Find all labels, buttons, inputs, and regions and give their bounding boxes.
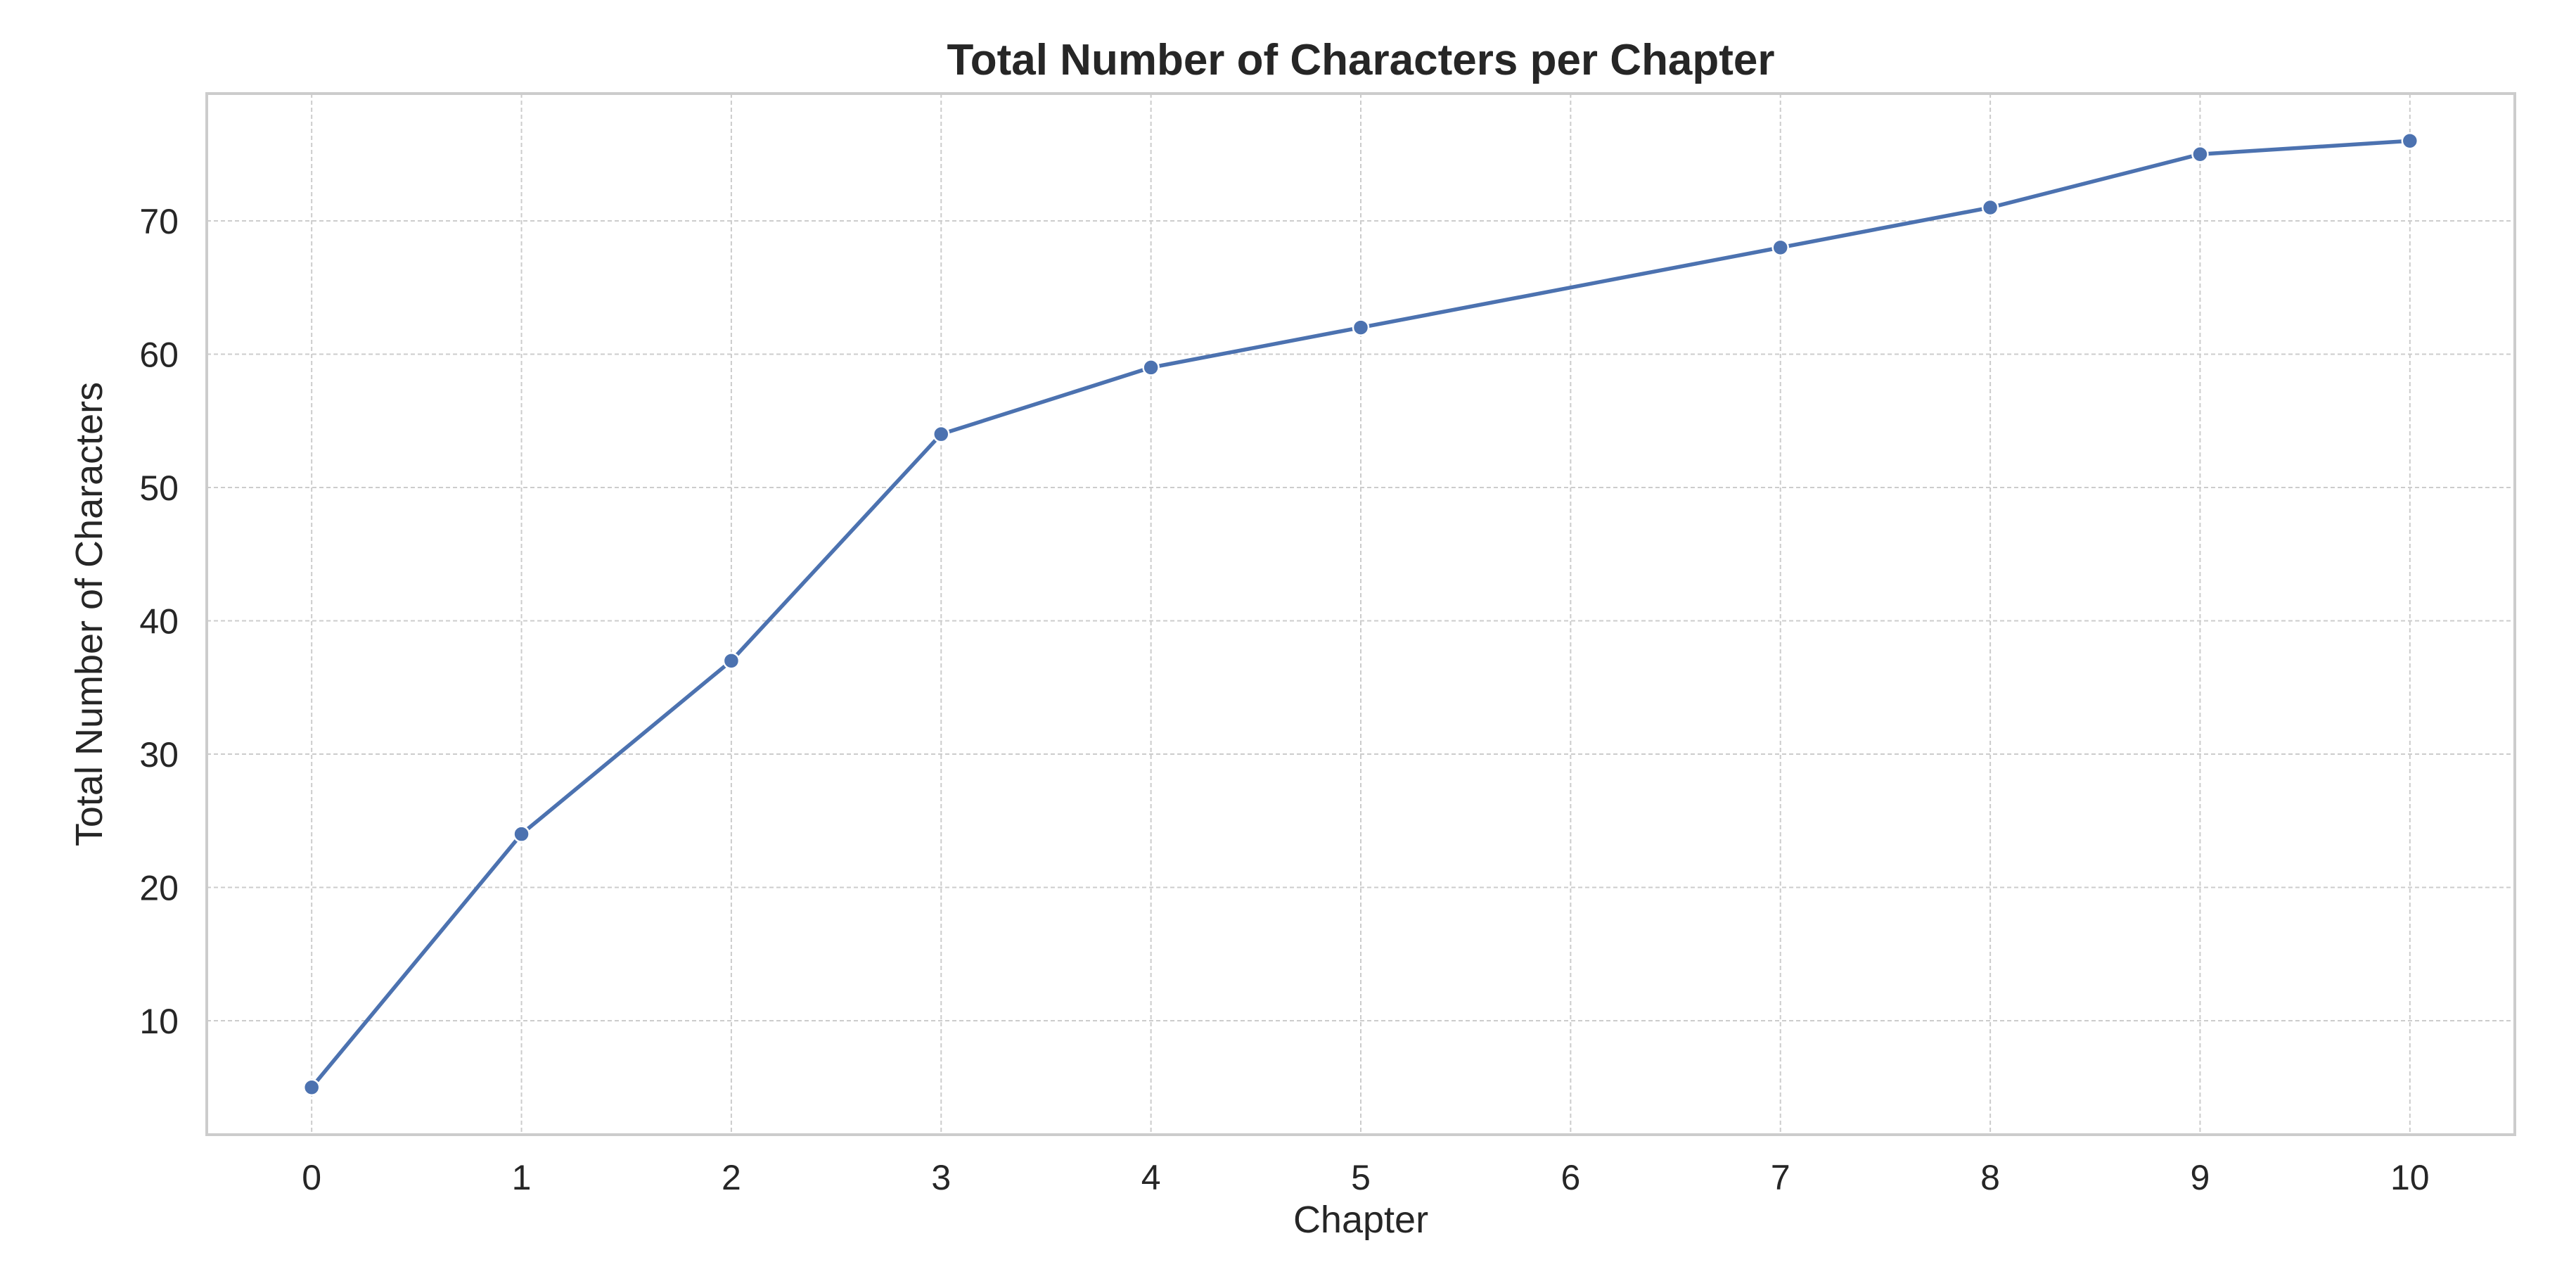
series-layer	[302, 132, 2419, 1096]
grid-lines	[207, 94, 2515, 1135]
x-tick-label: 0	[302, 1158, 321, 1197]
x-tick-label: 9	[2191, 1158, 2210, 1197]
data-point	[1771, 238, 1789, 257]
y-axis-label: Total Number of Characters	[68, 382, 110, 846]
series-line	[309, 139, 2412, 1090]
y-tick-label: 70	[139, 202, 179, 241]
y-tick-label: 60	[139, 335, 179, 374]
x-tick-label: 7	[1771, 1158, 1790, 1197]
plot-frame	[205, 92, 2516, 1136]
x-tick-label: 3	[931, 1158, 951, 1197]
x-tick-label: 6	[1561, 1158, 1580, 1197]
data-point	[513, 825, 530, 843]
x-tick-label: 5	[1351, 1158, 1371, 1197]
y-tick-label: 50	[139, 469, 179, 508]
data-point	[2401, 132, 2419, 150]
y-axis-ticks: 10 20 30 40 50 60 70	[139, 202, 179, 1041]
x-tick-label: 1	[512, 1158, 532, 1197]
y-tick-label: 20	[139, 868, 179, 907]
x-tick-label: 8	[1980, 1158, 2000, 1197]
y-tick-label: 40	[139, 601, 179, 641]
data-point	[1981, 198, 1999, 217]
chart-title: Total Number of Characters per Chapter	[947, 36, 1774, 84]
data-point	[2191, 145, 2209, 163]
data-point	[1352, 319, 1370, 336]
x-axis-label: Chapter	[1293, 1199, 1428, 1241]
data-point	[722, 652, 741, 670]
data-point	[933, 425, 950, 443]
x-tick-label: 2	[722, 1158, 741, 1197]
y-tick-label: 30	[139, 735, 179, 775]
y-tick-label: 10	[139, 1002, 179, 1041]
data-point	[302, 1078, 321, 1096]
x-tick-label: 4	[1141, 1158, 1161, 1197]
x-axis-ticks: 0 1 2 3 4 5 6 7 8 9 10	[302, 1158, 2429, 1197]
x-tick-label: 10	[2390, 1158, 2430, 1197]
data-point	[1142, 359, 1160, 376]
